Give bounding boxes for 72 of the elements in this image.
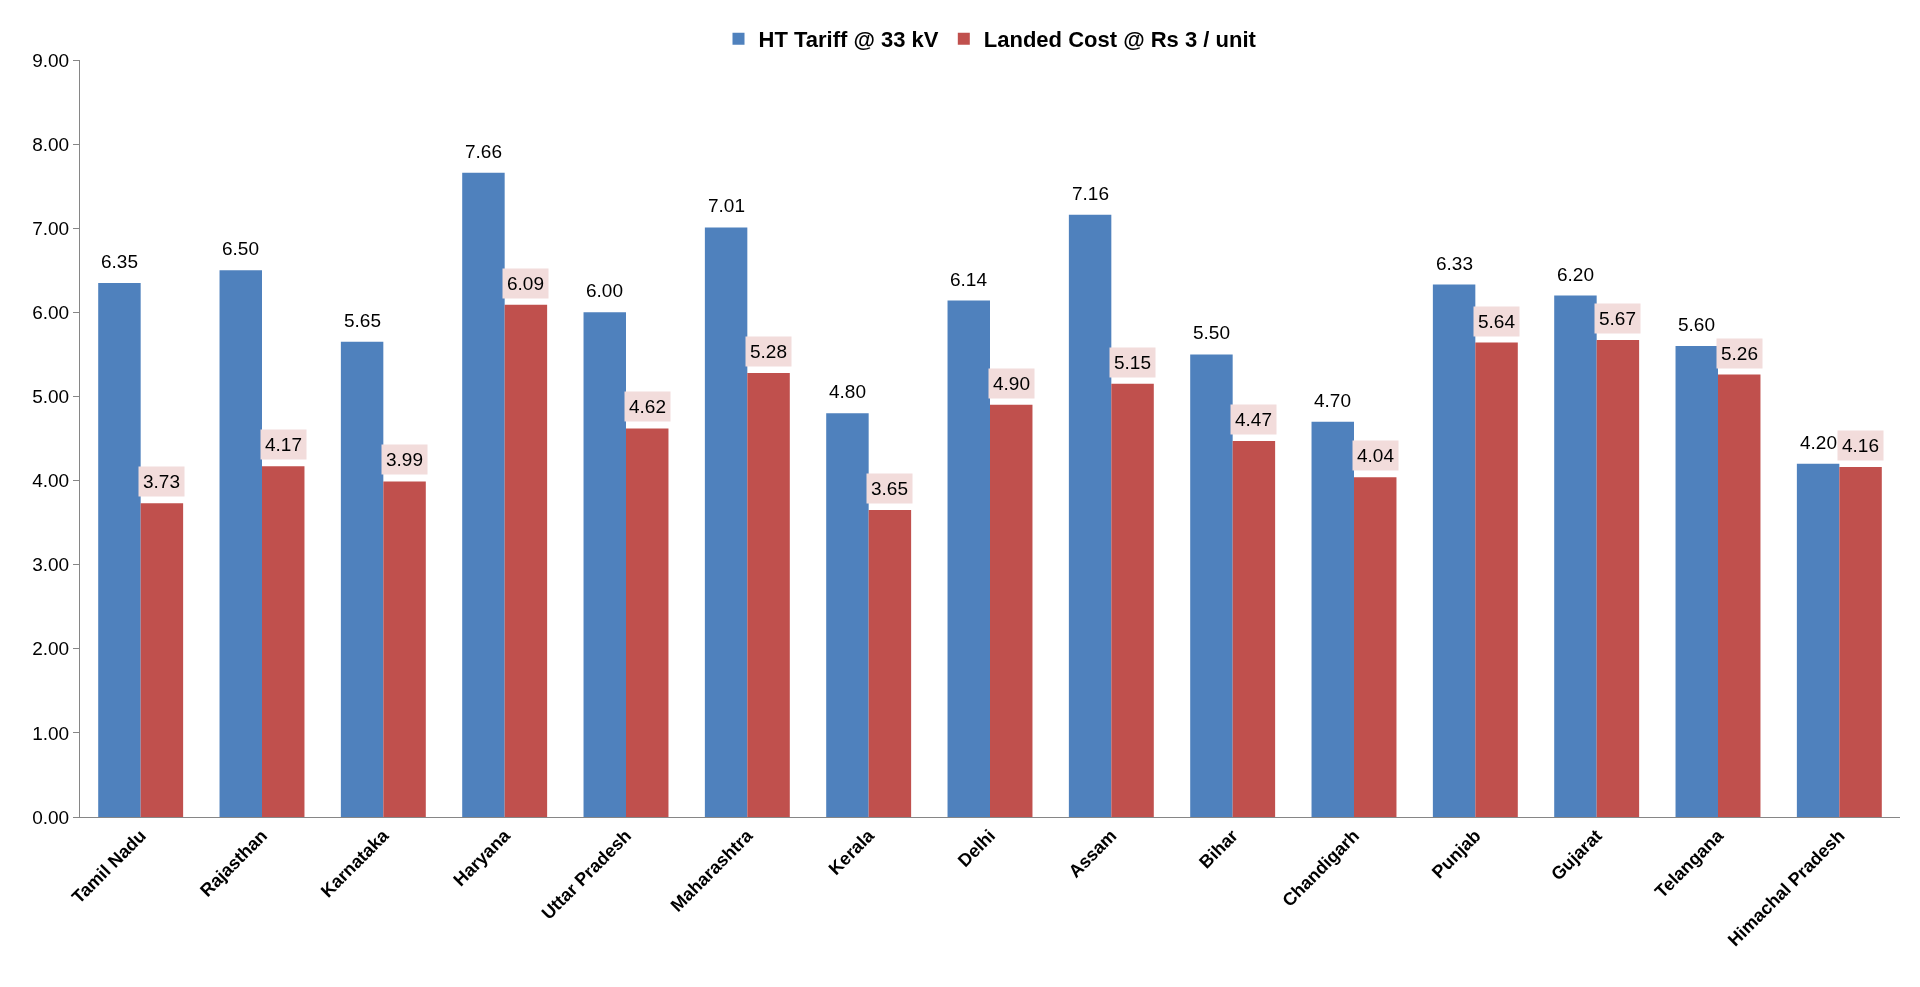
legend-label: HT Tariff @ 33 kV bbox=[758, 27, 939, 53]
bar bbox=[583, 312, 626, 817]
data-label: 3.73 bbox=[143, 471, 180, 492]
bar bbox=[826, 413, 869, 817]
data-label: 4.04 bbox=[1357, 445, 1395, 466]
data-label: 6.33 bbox=[1436, 253, 1473, 274]
data-label: 6.00 bbox=[586, 280, 623, 301]
y-tick-label: 8.00 bbox=[32, 133, 70, 155]
bar bbox=[504, 304, 548, 817]
data-label: 7.66 bbox=[465, 141, 502, 162]
bar bbox=[1111, 383, 1154, 817]
bar bbox=[140, 503, 184, 817]
data-label: 6.09 bbox=[507, 273, 544, 294]
bar bbox=[1190, 354, 1233, 817]
bar bbox=[1232, 441, 1276, 817]
y-tick-label: 5.00 bbox=[32, 386, 70, 408]
y-tick-label: 7.00 bbox=[32, 217, 70, 239]
data-label: 5.15 bbox=[1114, 352, 1151, 373]
bar bbox=[462, 172, 505, 817]
data-label: 4.16 bbox=[1842, 435, 1879, 456]
bar bbox=[704, 227, 748, 817]
bar bbox=[747, 372, 790, 817]
data-label: 4.20 bbox=[1800, 432, 1837, 453]
data-label: 6.50 bbox=[222, 238, 259, 259]
data-label: 6.14 bbox=[950, 269, 988, 290]
data-label: 6.20 bbox=[1557, 264, 1594, 285]
bar bbox=[1432, 284, 1476, 817]
data-label: 3.99 bbox=[386, 449, 423, 470]
data-label: 5.28 bbox=[750, 341, 787, 362]
data-label: 7.16 bbox=[1072, 183, 1109, 204]
bar bbox=[1675, 345, 1718, 817]
y-tick-label: 2.00 bbox=[32, 638, 70, 660]
data-label: 3.65 bbox=[871, 478, 908, 499]
bar bbox=[947, 300, 990, 817]
data-label: 5.64 bbox=[1478, 311, 1516, 332]
data-label: 4.17 bbox=[265, 434, 302, 455]
data-label: 4.90 bbox=[993, 373, 1030, 394]
legend-label: Landed Cost @ Rs 3 / unit bbox=[983, 27, 1257, 53]
data-label: 4.47 bbox=[1235, 409, 1272, 430]
bar bbox=[1475, 342, 1518, 817]
bar bbox=[1311, 421, 1354, 817]
bar bbox=[262, 466, 305, 817]
bar bbox=[340, 341, 384, 817]
data-label: 4.70 bbox=[1314, 390, 1351, 411]
data-label: 6.35 bbox=[101, 251, 138, 272]
bar bbox=[1718, 374, 1761, 817]
data-label: 5.65 bbox=[344, 310, 381, 331]
bar bbox=[1596, 340, 1640, 817]
y-tick-label: 1.00 bbox=[32, 722, 70, 744]
y-tick-label: 3.00 bbox=[32, 554, 70, 576]
bar bbox=[219, 270, 262, 817]
data-label: 5.67 bbox=[1599, 308, 1636, 329]
data-label: 4.62 bbox=[629, 396, 666, 417]
data-label: 4.80 bbox=[829, 381, 866, 402]
bar bbox=[990, 404, 1033, 817]
bar bbox=[1554, 295, 1597, 817]
bar bbox=[383, 481, 426, 817]
bar bbox=[1354, 477, 1397, 817]
bar bbox=[98, 282, 141, 817]
bar bbox=[626, 428, 669, 817]
y-tick-label: 9.00 bbox=[32, 49, 70, 71]
bar bbox=[868, 509, 912, 817]
bar bbox=[1068, 214, 1112, 817]
data-label: 5.26 bbox=[1721, 343, 1758, 364]
bar bbox=[1839, 467, 1882, 817]
y-tick-label: 6.00 bbox=[32, 301, 70, 323]
bar bbox=[1796, 463, 1840, 817]
y-tick-label: 4.00 bbox=[32, 470, 70, 492]
data-label: 5.60 bbox=[1678, 314, 1715, 335]
data-label: 7.01 bbox=[708, 195, 745, 216]
y-tick-label: 0.00 bbox=[32, 806, 70, 828]
data-label: 5.50 bbox=[1193, 322, 1230, 343]
